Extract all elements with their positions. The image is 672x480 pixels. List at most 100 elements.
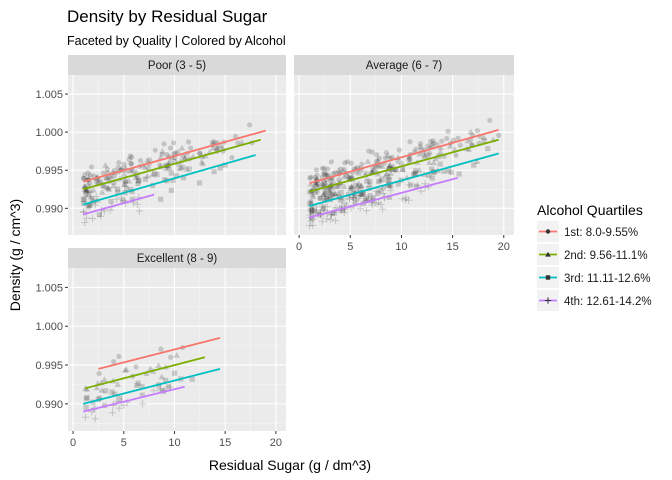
data-point	[129, 189, 135, 195]
data-point	[321, 170, 328, 176]
data-point	[385, 177, 391, 183]
data-point	[116, 160, 122, 166]
data-point	[214, 145, 220, 151]
data-point	[342, 160, 348, 166]
data-point	[147, 157, 153, 163]
data-point	[111, 173, 118, 179]
data-point	[87, 180, 93, 186]
data-point	[150, 387, 158, 395]
data-point	[147, 365, 154, 372]
y-tick-label: 1.005	[35, 89, 63, 101]
data-point	[350, 193, 358, 200]
data-point	[314, 172, 320, 179]
data-point	[159, 151, 165, 157]
data-point	[374, 157, 382, 163]
data-point	[217, 165, 223, 171]
y-tick-label: 1.000	[35, 321, 63, 333]
data-point	[314, 209, 321, 215]
data-point	[82, 214, 91, 222]
data-point	[137, 158, 144, 164]
data-point	[323, 203, 331, 211]
data-point	[87, 172, 94, 178]
data-point	[352, 196, 360, 204]
data-point	[170, 177, 176, 184]
data-point	[100, 170, 106, 176]
data-point	[170, 140, 177, 146]
data-point	[121, 181, 129, 187]
data-point	[356, 204, 364, 213]
data-point	[496, 132, 502, 138]
data-point	[108, 198, 114, 205]
data-point	[219, 143, 226, 150]
data-point	[347, 183, 355, 189]
data-point	[364, 158, 372, 164]
data-point	[217, 142, 224, 149]
legend: Alcohol Quartiles 1st: 8.0-9.55% 2nd: 9.5…	[537, 202, 652, 311]
data-point	[309, 208, 315, 214]
trend-line	[98, 336, 221, 370]
data-point	[105, 184, 112, 191]
data-point	[111, 358, 117, 365]
data-point	[157, 154, 164, 161]
data-point	[416, 150, 423, 157]
y-tick-label: 0.995	[35, 360, 63, 372]
data-point	[380, 185, 387, 191]
data-point	[106, 186, 112, 192]
data-point	[144, 157, 151, 164]
data-point	[103, 184, 111, 191]
data-point	[154, 172, 160, 178]
data-point	[429, 143, 435, 149]
data-point	[315, 181, 321, 187]
data-point	[155, 362, 162, 368]
data-point	[322, 180, 330, 187]
legend-symbol	[545, 275, 551, 280]
data-point	[322, 197, 328, 203]
data-point	[368, 201, 376, 209]
legend-label: 2nd: 9.56-11.1%	[564, 250, 648, 262]
data-point	[358, 191, 364, 197]
data-point	[168, 354, 174, 360]
data-point	[425, 159, 433, 165]
data-point	[325, 172, 331, 178]
data-point	[122, 178, 129, 185]
data-point	[369, 149, 375, 155]
data-point	[186, 166, 192, 172]
data-point	[247, 122, 253, 128]
data-point	[185, 139, 192, 145]
data-point	[321, 180, 327, 186]
data-point	[354, 182, 362, 189]
data-point	[173, 173, 179, 179]
legend-item: 3rd: 11.11-12.6%	[537, 267, 651, 288]
data-point	[353, 188, 360, 194]
data-point	[114, 186, 121, 192]
data-point	[335, 166, 342, 173]
x-tick-label: 5	[121, 437, 127, 449]
facet-strip	[68, 248, 286, 268]
y-tick-label: 0.995	[35, 165, 63, 177]
data-point	[325, 166, 331, 172]
data-point	[406, 158, 413, 165]
data-point	[389, 162, 397, 169]
data-point	[382, 155, 389, 161]
data-point	[93, 384, 101, 391]
facet-strip-label: Excellent (8 - 9)	[137, 253, 218, 265]
x-tick-label: 15	[219, 437, 231, 449]
data-point	[309, 191, 316, 198]
data-point	[96, 370, 102, 377]
data-point	[387, 170, 394, 176]
data-point	[356, 192, 364, 200]
data-point	[447, 142, 454, 149]
legend-label: 1st: 8.0-9.55%	[564, 227, 638, 239]
trend-line	[85, 356, 206, 390]
trend-line	[82, 368, 221, 405]
data-point	[168, 170, 174, 176]
data-point	[471, 162, 477, 168]
data-point	[334, 182, 341, 189]
data-point	[407, 139, 413, 145]
data-point	[350, 193, 358, 202]
data-point	[121, 367, 129, 373]
data-point	[309, 193, 317, 200]
data-point	[312, 180, 320, 187]
data-point	[135, 207, 143, 215]
data-point	[465, 146, 473, 153]
